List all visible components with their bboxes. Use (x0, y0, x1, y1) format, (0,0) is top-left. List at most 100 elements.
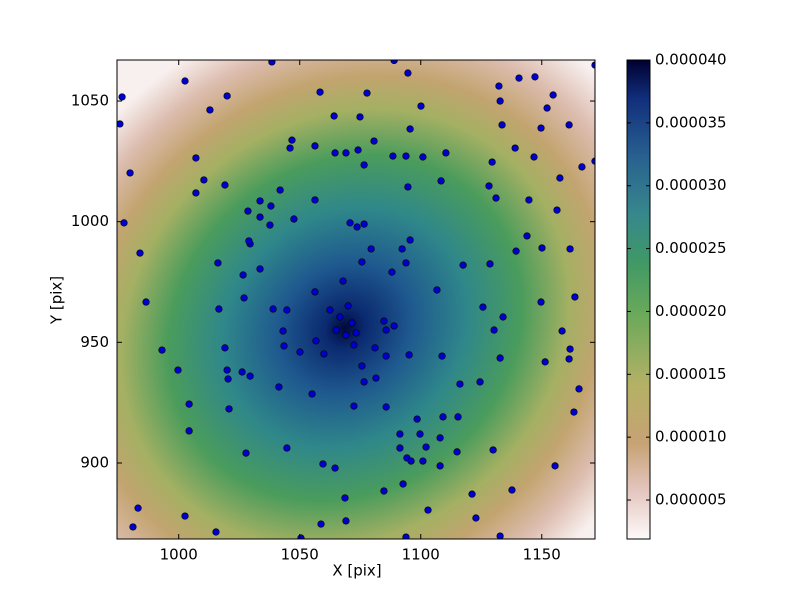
point (117, 120, 124, 128)
point (223, 366, 231, 374)
point (185, 400, 193, 408)
x-tick-label: 1000 (160, 546, 198, 564)
point (126, 169, 134, 177)
point (244, 207, 252, 215)
point (523, 232, 531, 240)
point (495, 82, 503, 90)
point (404, 183, 412, 191)
point (419, 153, 427, 161)
point (350, 341, 358, 349)
y-tick-label: 900 (80, 453, 109, 471)
point (551, 462, 559, 470)
point (370, 137, 378, 145)
point (468, 490, 476, 498)
point (339, 277, 347, 285)
x-tick-label: 1100 (402, 546, 440, 564)
point (399, 480, 407, 488)
point (341, 494, 349, 502)
point (537, 124, 545, 132)
point (360, 378, 368, 386)
point (437, 177, 445, 185)
point (456, 380, 464, 388)
point (382, 352, 390, 360)
colorbar (626, 59, 651, 540)
point (283, 444, 291, 452)
point (344, 302, 352, 310)
point (350, 402, 358, 410)
colorbar-tick-label: 0.000005 (655, 491, 727, 509)
colorbar-tick-label: 0.000020 (655, 302, 727, 320)
y-tick-label: 1050 (71, 92, 109, 110)
point (508, 486, 516, 494)
point (531, 73, 539, 81)
point (286, 144, 294, 152)
point (541, 358, 549, 366)
colorbar-tick-label: 0.000010 (655, 428, 727, 446)
point (276, 186, 284, 194)
point (297, 534, 305, 539)
point (389, 152, 397, 160)
point (439, 413, 447, 421)
point (407, 457, 415, 465)
point (245, 237, 253, 245)
point (405, 351, 413, 359)
point (422, 443, 430, 451)
colorbar-tick-label: 0.000025 (655, 239, 727, 257)
point (556, 174, 564, 182)
point (499, 313, 507, 321)
point (332, 326, 340, 334)
point (416, 430, 424, 438)
point (591, 61, 595, 69)
point (438, 352, 446, 360)
point (512, 247, 520, 255)
point (496, 532, 504, 539)
point (312, 337, 320, 345)
point (129, 523, 137, 531)
point (485, 182, 493, 190)
point (496, 354, 504, 362)
point (380, 317, 388, 325)
point (565, 121, 573, 129)
point (240, 294, 248, 302)
point (331, 149, 339, 157)
point (390, 322, 398, 330)
point (134, 504, 142, 512)
point (360, 161, 368, 169)
point (206, 106, 214, 114)
point (382, 403, 390, 411)
point (185, 427, 193, 435)
point (316, 88, 324, 96)
point (454, 413, 462, 421)
point (417, 102, 425, 110)
colorbar-tick-label: 0.000040 (655, 51, 727, 69)
point (275, 383, 283, 391)
point (406, 125, 414, 133)
point (578, 163, 586, 171)
point (404, 69, 412, 77)
point (489, 446, 497, 454)
point (320, 350, 328, 358)
points (117, 60, 595, 539)
point (537, 298, 545, 306)
point (530, 153, 538, 161)
point (549, 91, 557, 99)
point (288, 136, 296, 144)
point (498, 121, 506, 129)
point (486, 260, 494, 268)
point (192, 154, 200, 162)
point (398, 245, 406, 253)
point (356, 113, 364, 121)
x-axis-label: X [pix] (332, 562, 381, 580)
point (256, 265, 264, 273)
point (256, 213, 264, 221)
x-tick-label: 1150 (523, 546, 561, 564)
point (367, 245, 375, 253)
point (402, 259, 410, 267)
point (571, 293, 579, 301)
point (319, 460, 327, 468)
point (336, 313, 344, 321)
point (543, 104, 551, 112)
point (396, 444, 404, 452)
point (492, 194, 500, 202)
point (212, 528, 220, 536)
